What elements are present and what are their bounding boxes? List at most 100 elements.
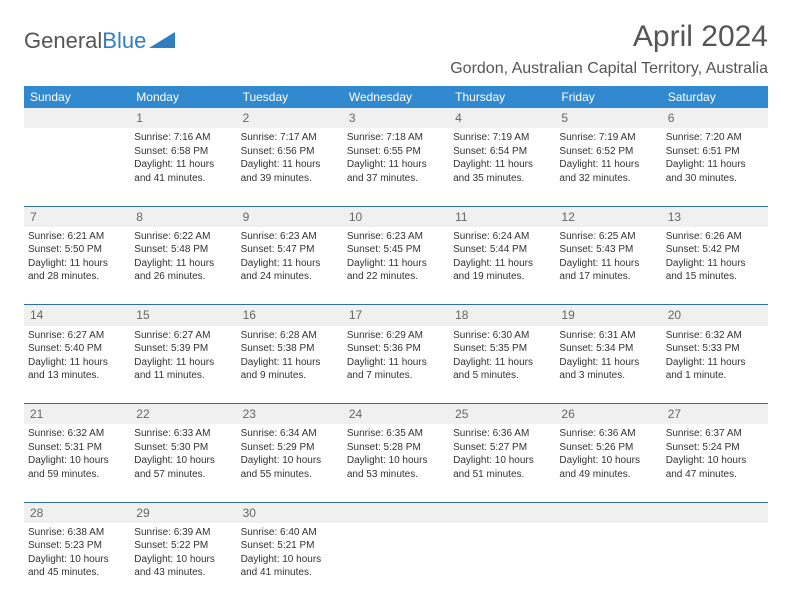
day-content: Sunrise: 6:32 AMSunset: 5:33 PMDaylight:… — [662, 326, 768, 404]
day-info-line: Daylight: 11 hours — [347, 257, 445, 271]
day-content: Sunrise: 6:33 AMSunset: 5:30 PMDaylight:… — [130, 424, 236, 502]
day-info-line: and 7 minutes. — [347, 369, 445, 383]
day-info-line: and 41 minutes. — [134, 172, 232, 186]
weekday-header: Thursday — [449, 86, 555, 108]
day-content: Sunrise: 7:17 AMSunset: 6:56 PMDaylight:… — [237, 128, 343, 206]
day-info-line: Sunset: 5:24 PM — [666, 441, 764, 455]
content-row: Sunrise: 6:27 AMSunset: 5:40 PMDaylight:… — [24, 326, 768, 404]
day-content: Sunrise: 6:25 AMSunset: 5:43 PMDaylight:… — [555, 227, 661, 305]
day-number: 1 — [130, 108, 236, 128]
day-number: 11 — [449, 206, 555, 227]
day-info-line: Daylight: 11 hours — [134, 257, 232, 271]
day-info-line: Sunset: 5:44 PM — [453, 243, 551, 257]
day-info-line: Sunset: 6:51 PM — [666, 145, 764, 159]
day-info-line: Sunrise: 6:26 AM — [666, 230, 764, 244]
day-info-line: and 17 minutes. — [559, 270, 657, 284]
day-info-line: Sunset: 6:58 PM — [134, 145, 232, 159]
day-info-line: Daylight: 11 hours — [453, 158, 551, 172]
day-info-line: Sunset: 5:35 PM — [453, 342, 551, 356]
day-content: Sunrise: 7:18 AMSunset: 6:55 PMDaylight:… — [343, 128, 449, 206]
day-info-line: Sunrise: 7:16 AM — [134, 131, 232, 145]
day-number: 6 — [662, 108, 768, 128]
day-info-line: Sunrise: 6:28 AM — [241, 329, 339, 343]
day-number: 18 — [449, 305, 555, 326]
day-info-line: Daylight: 11 hours — [666, 257, 764, 271]
day-info-line: and 37 minutes. — [347, 172, 445, 186]
day-content: Sunrise: 6:39 AMSunset: 5:22 PMDaylight:… — [130, 523, 236, 601]
day-info-line: Sunset: 5:22 PM — [134, 539, 232, 553]
day-info-line: Daylight: 11 hours — [666, 158, 764, 172]
day-info-line: Daylight: 10 hours — [28, 454, 126, 468]
day-info-line: Sunrise: 7:19 AM — [453, 131, 551, 145]
day-number — [555, 502, 661, 523]
day-number: 25 — [449, 404, 555, 425]
day-info-line: Sunrise: 6:23 AM — [347, 230, 445, 244]
day-content: Sunrise: 6:29 AMSunset: 5:36 PMDaylight:… — [343, 326, 449, 404]
day-number: 12 — [555, 206, 661, 227]
day-content: Sunrise: 6:38 AMSunset: 5:23 PMDaylight:… — [24, 523, 130, 601]
day-info-line: Sunrise: 6:33 AM — [134, 427, 232, 441]
day-info-line: Daylight: 11 hours — [241, 356, 339, 370]
calendar-table: Sunday Monday Tuesday Wednesday Thursday… — [24, 86, 768, 601]
day-number: 23 — [237, 404, 343, 425]
daynum-row: 282930 — [24, 502, 768, 523]
day-info-line: Daylight: 11 hours — [347, 356, 445, 370]
day-info-line: Daylight: 10 hours — [241, 553, 339, 567]
day-content: Sunrise: 6:35 AMSunset: 5:28 PMDaylight:… — [343, 424, 449, 502]
day-number: 20 — [662, 305, 768, 326]
day-info-line: and 43 minutes. — [134, 566, 232, 580]
day-info-line: and 13 minutes. — [28, 369, 126, 383]
day-info-line: and 39 minutes. — [241, 172, 339, 186]
day-info-line: and 24 minutes. — [241, 270, 339, 284]
day-info-line: and 53 minutes. — [347, 468, 445, 482]
day-content: Sunrise: 6:22 AMSunset: 5:48 PMDaylight:… — [130, 227, 236, 305]
day-content: Sunrise: 6:28 AMSunset: 5:38 PMDaylight:… — [237, 326, 343, 404]
day-info-line: Sunset: 6:56 PM — [241, 145, 339, 159]
day-info-line: Daylight: 11 hours — [347, 158, 445, 172]
day-info-line: Sunset: 5:21 PM — [241, 539, 339, 553]
weekday-header: Saturday — [662, 86, 768, 108]
day-info-line: Sunrise: 6:34 AM — [241, 427, 339, 441]
day-info-line: Sunset: 5:33 PM — [666, 342, 764, 356]
day-info-line: and 3 minutes. — [559, 369, 657, 383]
day-content: Sunrise: 6:26 AMSunset: 5:42 PMDaylight:… — [662, 227, 768, 305]
day-info-line: and 35 minutes. — [453, 172, 551, 186]
day-content: Sunrise: 7:20 AMSunset: 6:51 PMDaylight:… — [662, 128, 768, 206]
day-content: Sunrise: 6:36 AMSunset: 5:27 PMDaylight:… — [449, 424, 555, 502]
day-number: 30 — [237, 502, 343, 523]
day-info-line: Sunrise: 6:39 AM — [134, 526, 232, 540]
day-content — [662, 523, 768, 601]
day-info-line: Daylight: 11 hours — [28, 356, 126, 370]
day-number: 22 — [130, 404, 236, 425]
day-info-line: Sunrise: 6:21 AM — [28, 230, 126, 244]
daynum-row: 14151617181920 — [24, 305, 768, 326]
day-info-line: Daylight: 10 hours — [134, 553, 232, 567]
day-info-line: and 41 minutes. — [241, 566, 339, 580]
content-row: Sunrise: 7:16 AMSunset: 6:58 PM Daylight:… — [24, 128, 768, 206]
day-info-line: Sunrise: 6:36 AM — [559, 427, 657, 441]
logo-text: GeneralBlue — [24, 28, 146, 54]
day-content: Sunrise: 6:23 AMSunset: 5:45 PMDaylight:… — [343, 227, 449, 305]
day-content — [24, 128, 130, 206]
page-title: April 2024 — [450, 20, 768, 54]
weekday-header: Friday — [555, 86, 661, 108]
day-info-line: Sunrise: 6:27 AM — [134, 329, 232, 343]
day-info-line: Daylight: 10 hours — [134, 454, 232, 468]
header: GeneralBlue April 2024 Gordon, Australia… — [24, 20, 768, 78]
day-info-line: Sunrise: 6:22 AM — [134, 230, 232, 244]
day-info-line: Sunset: 5:40 PM — [28, 342, 126, 356]
day-number: 2 — [237, 108, 343, 128]
day-info-line: Sunset: 5:47 PM — [241, 243, 339, 257]
weekday-header: Wednesday — [343, 86, 449, 108]
day-info-line: Sunset: 5:48 PM — [134, 243, 232, 257]
day-info-line: Sunset: 5:36 PM — [347, 342, 445, 356]
day-info-line: and 1 minute. — [666, 369, 764, 383]
day-info-line: Sunrise: 6:32 AM — [28, 427, 126, 441]
day-info-line: and 19 minutes. — [453, 270, 551, 284]
day-info-line: Sunset: 5:39 PM — [134, 342, 232, 356]
day-info-line: Sunset: 5:43 PM — [559, 243, 657, 257]
day-content — [343, 523, 449, 601]
day-info-line: Sunrise: 6:25 AM — [559, 230, 657, 244]
day-info-line: and 22 minutes. — [347, 270, 445, 284]
day-number: 21 — [24, 404, 130, 425]
